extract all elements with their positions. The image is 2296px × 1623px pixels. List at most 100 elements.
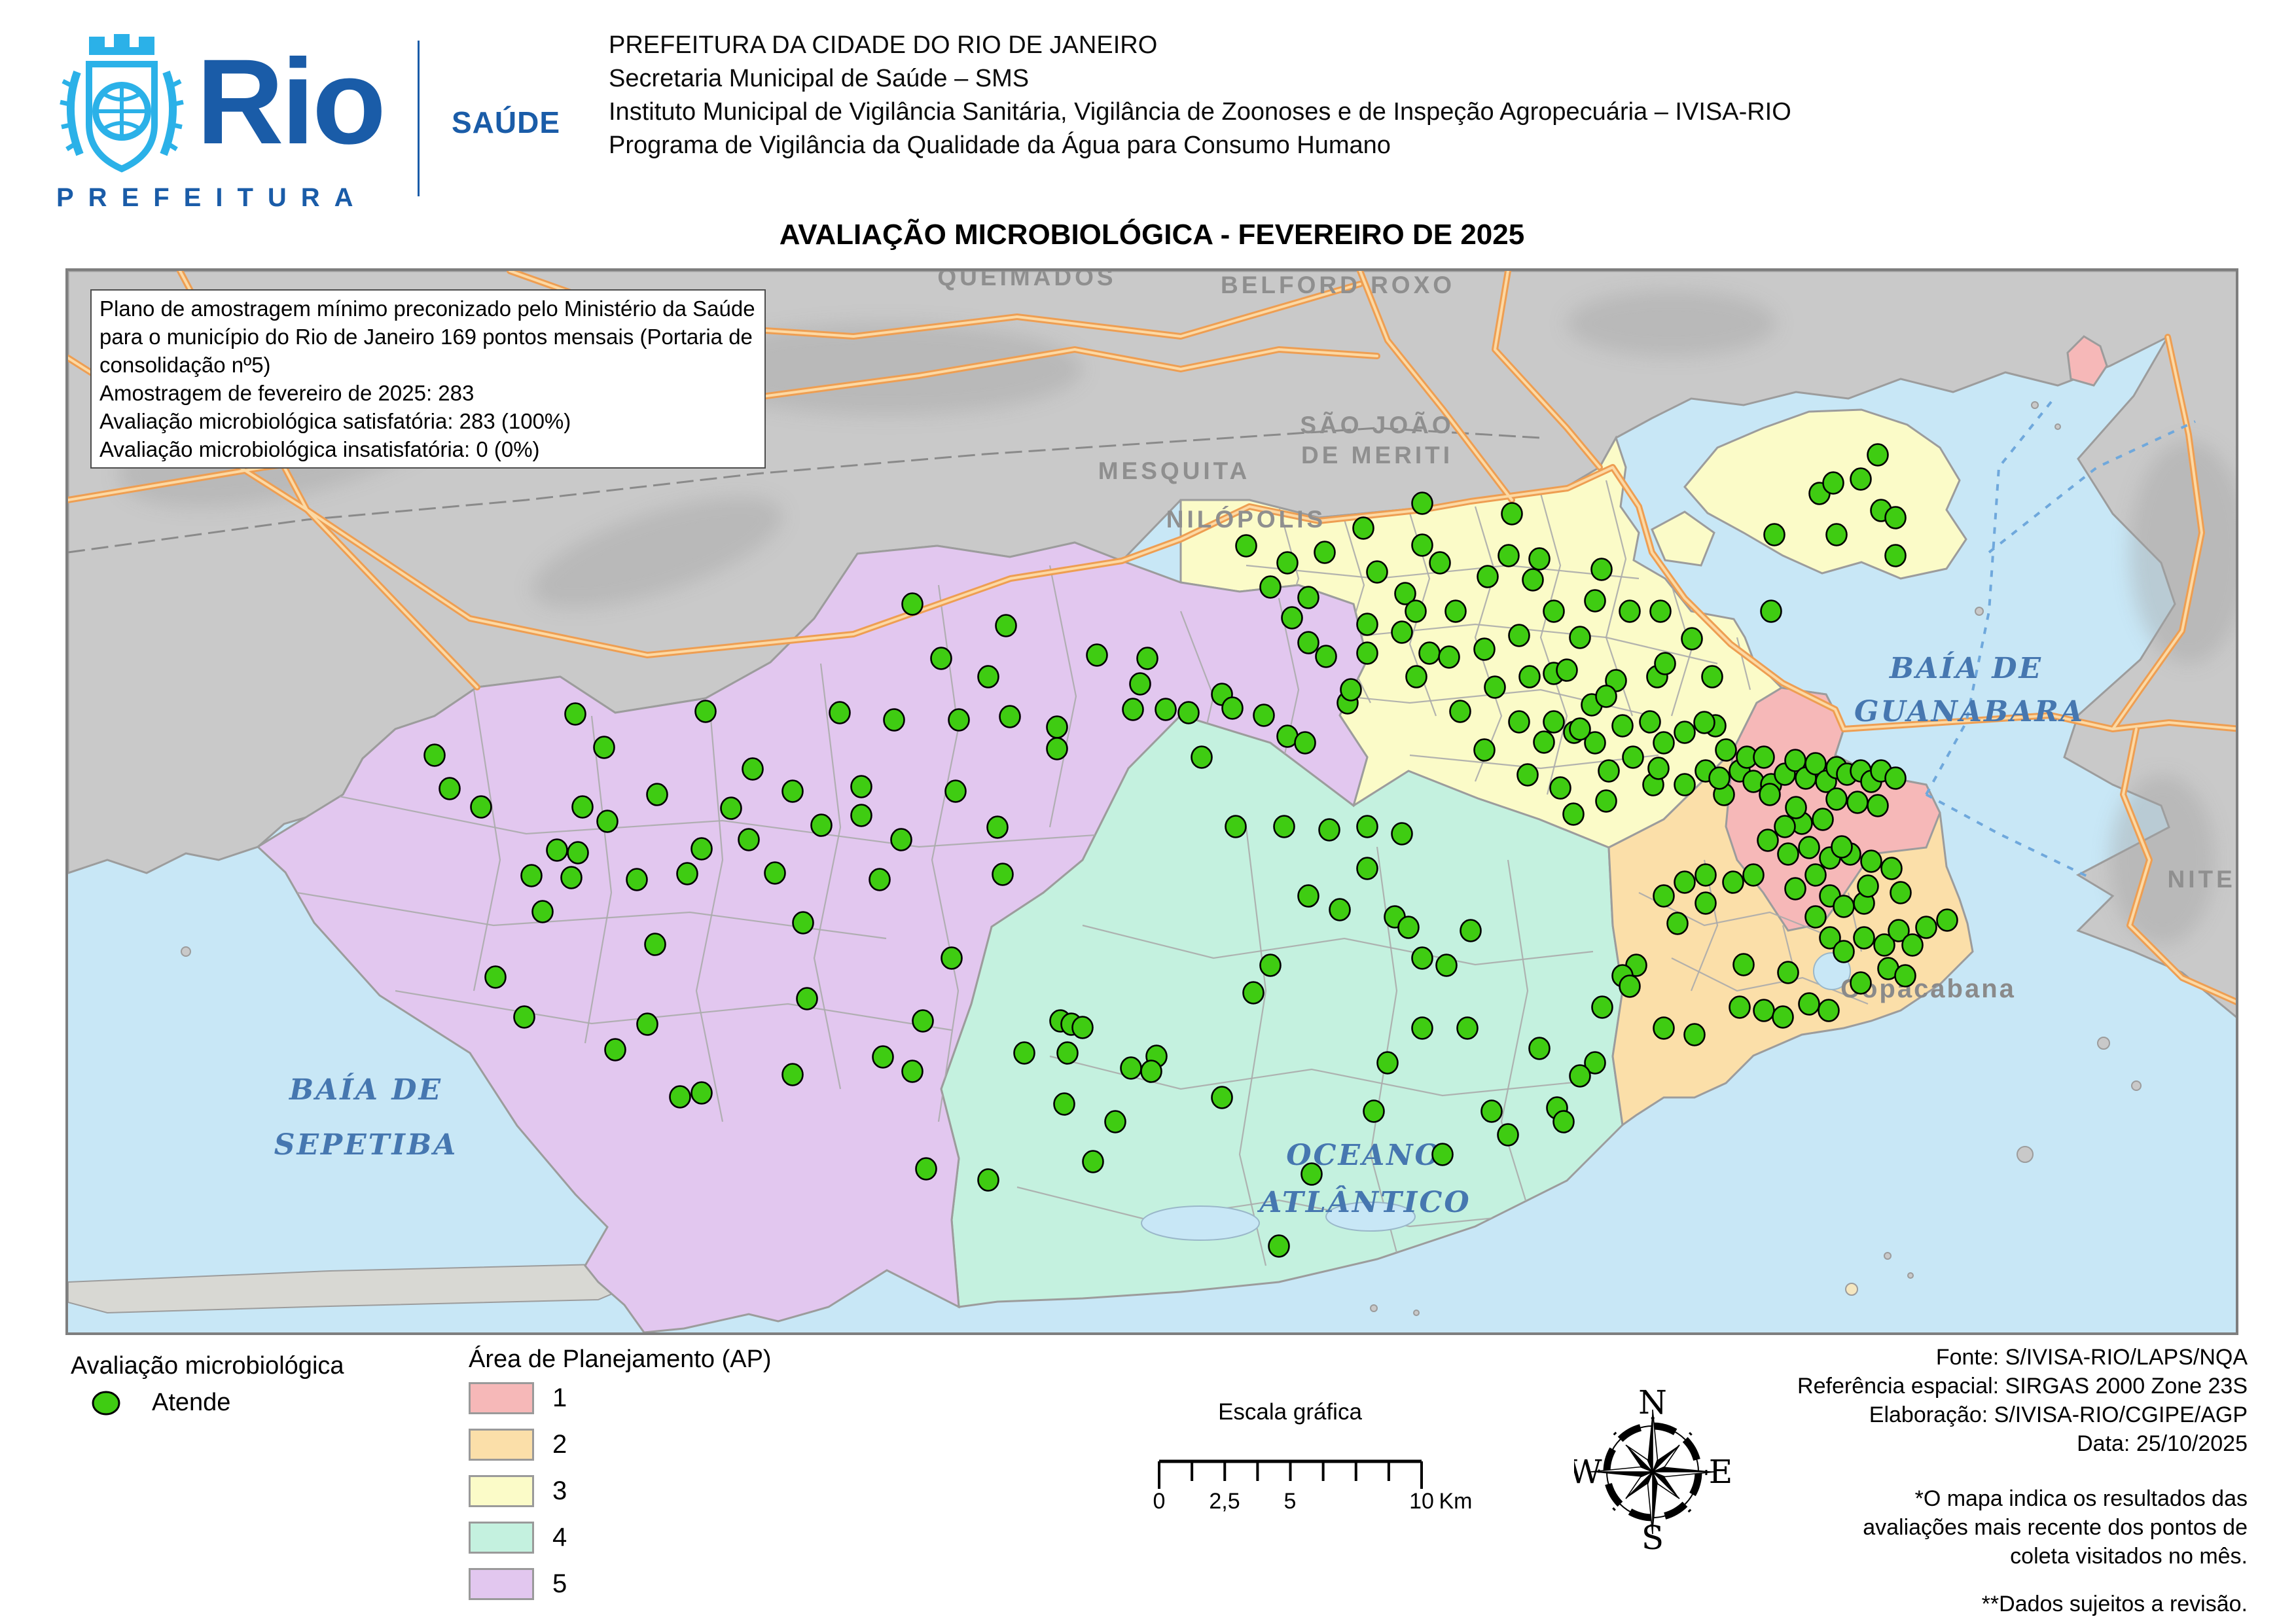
svg-text:NITERÓI: NITERÓI xyxy=(2167,865,2238,893)
sample-point xyxy=(564,702,586,726)
sample-point xyxy=(1695,891,1717,915)
sample-point xyxy=(1297,631,1319,654)
sample-point xyxy=(1884,766,1907,790)
text-line: Programa de Vigilância da Qualidade da Á… xyxy=(609,132,1391,159)
sample-point xyxy=(1104,1110,1126,1133)
sample-point xyxy=(1693,711,1715,734)
sample-point xyxy=(1556,658,1578,682)
sample-point xyxy=(1729,995,1751,1019)
compass-rose-icon: N S W E xyxy=(1574,1387,1731,1555)
sample-point xyxy=(944,779,967,803)
sample-point xyxy=(1819,926,1841,950)
sample-point xyxy=(901,592,924,616)
sample-point xyxy=(669,1085,691,1109)
sample-point xyxy=(1772,1005,1794,1029)
sample-point xyxy=(1473,637,1496,661)
sample-point xyxy=(781,1063,804,1086)
sample-point xyxy=(1552,1110,1575,1133)
sample-point xyxy=(1653,884,1675,908)
sample-point xyxy=(1221,696,1244,720)
sample-point xyxy=(439,777,461,800)
sample-point xyxy=(1804,905,1827,929)
sample-point xyxy=(1804,752,1827,776)
sample-point xyxy=(1528,1037,1551,1060)
sample-point xyxy=(1867,794,1889,817)
sample-point xyxy=(1136,647,1158,670)
sample-point xyxy=(992,863,1014,886)
sample-point xyxy=(1860,849,1882,873)
sample-point xyxy=(1825,787,1848,811)
sample-point xyxy=(1901,933,1924,957)
svg-text:DE MERITI: DE MERITI xyxy=(1301,442,1453,469)
header-divider xyxy=(418,41,420,196)
sample-point xyxy=(810,813,833,837)
sample-point xyxy=(560,866,583,889)
compass-north-label: N xyxy=(1638,1387,1667,1421)
sample-point xyxy=(1497,1123,1519,1147)
compass-east-label: E xyxy=(1709,1453,1731,1491)
sample-point xyxy=(1405,665,1427,688)
svg-text:BAÍA DE: BAÍA DE xyxy=(1888,651,2043,685)
svg-text:ATLÂNTICO: ATLÂNTICO xyxy=(1257,1185,1471,1219)
compass-west-label: W xyxy=(1574,1453,1602,1491)
logo-brand-text: Rio xyxy=(196,35,386,169)
ap5-neighborhood-lines xyxy=(296,565,1300,1122)
legend-ap-row: 4 xyxy=(469,1522,567,1554)
sample-point xyxy=(1498,544,1520,567)
page-title: AVALIAÇÃO MICROBIOLÓGICA - FEVEREIRO DE … xyxy=(779,219,1525,251)
sample-point xyxy=(764,861,786,885)
svg-text:NILÓPOLIS: NILÓPOLIS xyxy=(1166,505,1326,533)
sample-point xyxy=(1518,665,1541,688)
sample-point xyxy=(1129,672,1151,696)
legend-micro-label: Atende xyxy=(152,1389,231,1416)
sample-point xyxy=(986,815,1009,839)
sample-point xyxy=(1894,964,1916,988)
legend-ap-row: 5 xyxy=(469,1568,567,1600)
sample-point xyxy=(1225,815,1247,838)
sample-point xyxy=(1480,1099,1503,1123)
sample-point xyxy=(1318,818,1340,842)
text-line: Amostragem de fevereiro de 2025: 283 xyxy=(99,381,475,405)
sample-point xyxy=(1757,829,1779,852)
sample-point xyxy=(1140,1060,1162,1083)
sample-point xyxy=(1356,815,1378,838)
sample-point xyxy=(1818,999,1840,1022)
sample-point xyxy=(1356,613,1378,636)
svg-text:SEPETIBA: SEPETIBA xyxy=(274,1128,458,1162)
sample-point xyxy=(1122,698,1144,721)
sample-point xyxy=(883,708,905,732)
sample-point xyxy=(1798,836,1820,859)
sample-point xyxy=(1418,641,1441,665)
sample-point xyxy=(1674,773,1696,796)
sample-point xyxy=(781,779,804,803)
text-line: avaliações mais recente dos pontos de xyxy=(1863,1515,2248,1540)
text-line: Plano de amostragem mínimo preconizado p… xyxy=(99,296,755,321)
sample-point xyxy=(1297,884,1319,908)
sample-point xyxy=(1753,999,1775,1022)
sample-point xyxy=(1833,940,1855,963)
sample-point xyxy=(646,783,668,806)
sample-point xyxy=(1853,926,1875,950)
sample-point xyxy=(567,841,589,865)
sample-point xyxy=(1356,857,1378,880)
svg-text:BAÍA DE: BAÍA DE xyxy=(288,1072,442,1107)
sample-point xyxy=(1516,763,1539,787)
map: QUEIMADOS BELFORD ROXO MESQUITA SÃO JOÃO DE … xyxy=(65,268,2238,1335)
sample-point xyxy=(1785,796,1807,819)
sample-point xyxy=(1681,627,1703,651)
sample-point xyxy=(513,1005,535,1029)
text-line: Avaliação microbiológica satisfatória: 2… xyxy=(99,409,571,433)
sample-point xyxy=(1850,971,1872,995)
text-line: para o município do Rio de Janeiro 169 p… xyxy=(99,325,753,349)
sample-point xyxy=(1056,1041,1079,1065)
sample-point xyxy=(1268,1234,1290,1258)
sample-point xyxy=(1653,1016,1675,1040)
sample-point xyxy=(1622,745,1644,769)
sample-point xyxy=(1391,620,1413,644)
text-line: Data: 25/10/2025 xyxy=(2077,1431,2248,1456)
sample-point xyxy=(1647,757,1670,780)
sample-point xyxy=(1191,745,1213,769)
sample-point xyxy=(1569,1064,1591,1088)
sample-point xyxy=(1276,551,1299,575)
sample-point xyxy=(1329,898,1351,921)
